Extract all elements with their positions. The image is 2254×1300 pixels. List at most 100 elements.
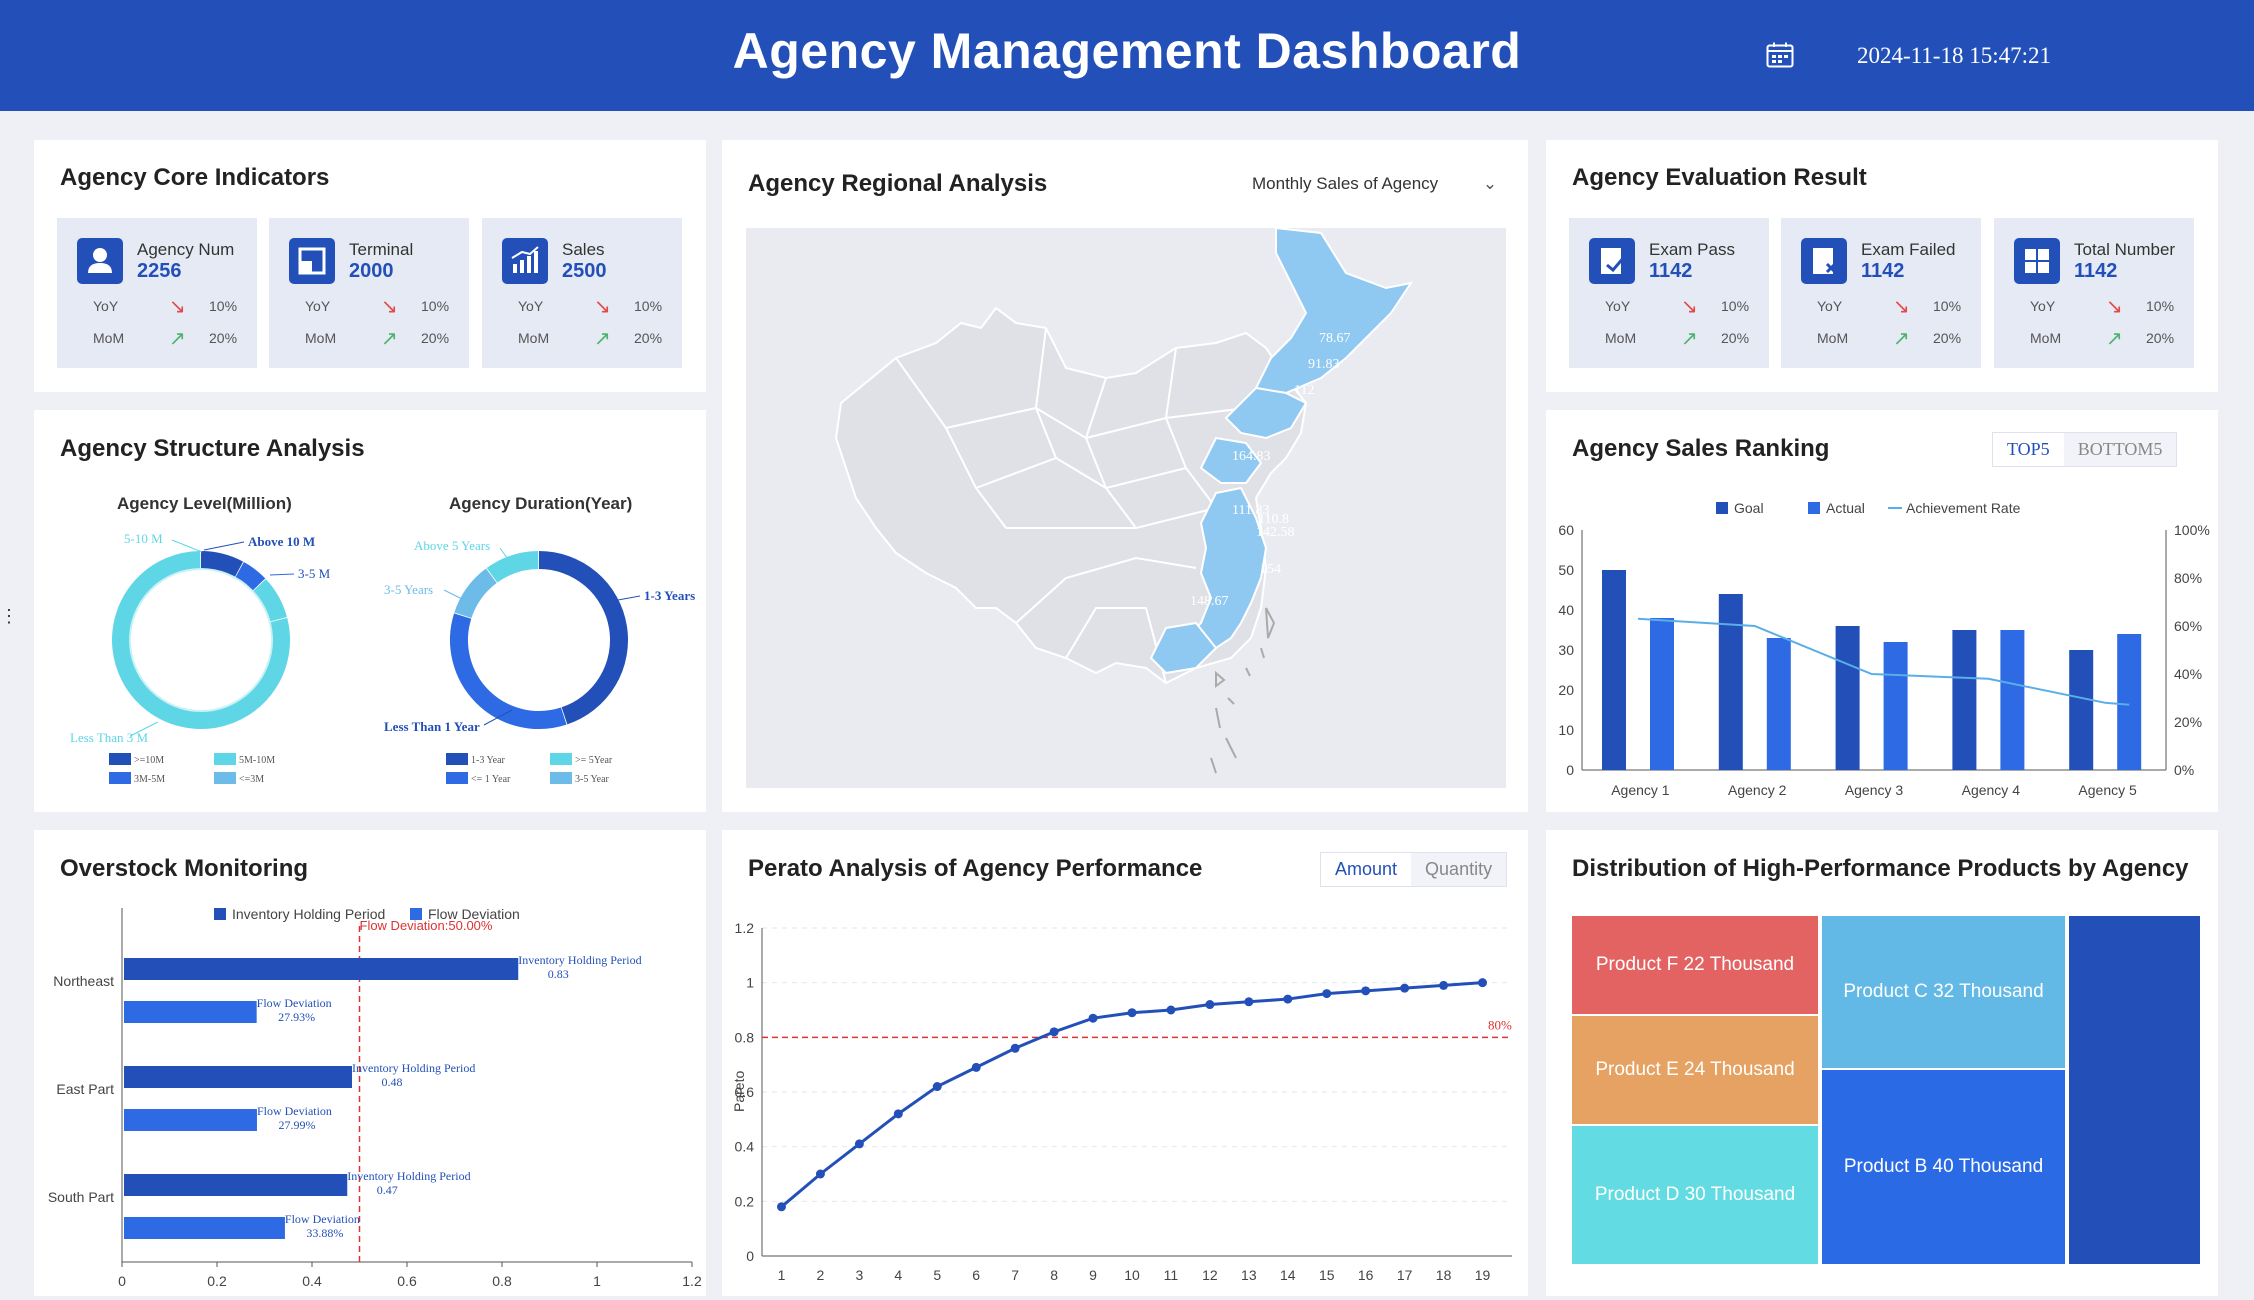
- bar-value-label: 27.93%: [278, 1010, 315, 1024]
- legend-swatch: [1808, 502, 1820, 514]
- kpi-value: 2000: [349, 260, 394, 282]
- legend-label: 3M-5M: [134, 774, 165, 785]
- arrow-down-icon: ↘: [381, 296, 398, 318]
- regional-analysis-title: Agency Regional Analysis: [748, 170, 1048, 197]
- y2-tick-label: 0%: [2174, 762, 2194, 778]
- x-tick-label: Agency 4: [1962, 782, 2021, 798]
- treemap-cell-unlabeled[interactable]: [2069, 916, 2200, 1264]
- bar-series-label: Flow Deviation: [257, 1104, 332, 1118]
- x-tick-label: 0: [118, 1273, 126, 1289]
- mom-value: 20%: [421, 330, 450, 346]
- mom-value: 20%: [1721, 330, 1750, 346]
- pareto-toggle: Amount Quantity: [1320, 852, 1508, 887]
- kpi-value: 2500: [562, 260, 607, 282]
- bar-goal: [1952, 630, 1977, 770]
- map-value-label: 154: [1260, 562, 1281, 577]
- x-tick-label: 19: [1475, 1267, 1491, 1283]
- metric-dropdown[interactable]: Monthly Sales of Agency ⌄: [1252, 174, 1497, 194]
- donut-segment: [200, 551, 244, 578]
- kpi-label: Total Number: [2074, 240, 2176, 259]
- mom-label: MoM: [518, 330, 550, 346]
- donut-segment: [234, 562, 266, 592]
- x-tick-label: 18: [1436, 1267, 1452, 1283]
- kpi-card-terminal: Terminal 2000 YoY ↘ 10% MoM ↗ 20%: [269, 218, 469, 368]
- arrow-down-icon: ↘: [2106, 296, 2123, 318]
- arrow-up-icon: ↗: [169, 328, 186, 350]
- sales-ranking-title: Agency Sales Ranking: [1572, 435, 1830, 462]
- tab-amount[interactable]: Amount: [1321, 853, 1412, 886]
- legend-label: 5M-10M: [239, 755, 275, 766]
- leader-line: [203, 541, 245, 551]
- terminal-icon: [289, 238, 335, 284]
- distribution-panel: Distribution of High-Performance Product…: [1546, 830, 2218, 1296]
- tab-top5[interactable]: TOP5: [1993, 433, 2064, 466]
- arrow-up-icon: ↗: [1893, 328, 1910, 350]
- mom-value: 20%: [209, 330, 238, 346]
- treemap-label: Product B 40 Thousand: [1843, 1156, 2044, 1177]
- treemap-label: Product C 32 Thousand: [1843, 981, 2044, 1002]
- x-tick-label: 15: [1319, 1267, 1335, 1283]
- kpi-value: 2256: [137, 260, 182, 282]
- kpi-value: 1142: [2074, 260, 2118, 282]
- grid-icon: [2014, 238, 2060, 284]
- evaluation-title: Agency Evaluation Result: [1572, 164, 1867, 191]
- yoy-value: 10%: [421, 298, 450, 314]
- bar-goal: [2069, 650, 2094, 770]
- legend-swatch: [214, 772, 236, 784]
- data-point: [1088, 1013, 1098, 1023]
- y-tick-label: 50: [1558, 562, 1574, 578]
- distribution-title: Distribution of High-Performance Product…: [1572, 855, 2189, 882]
- x-tick-label: 5: [933, 1267, 941, 1283]
- tab-quantity[interactable]: Quantity: [1425, 859, 1493, 879]
- legend-swatch: [1716, 502, 1728, 514]
- drag-handle-icon[interactable]: ⋮: [0, 606, 18, 626]
- chart-label: Less Than 1 Year: [384, 719, 480, 734]
- treemap-cell-product-c[interactable]: Product C 32 Thousand: [1822, 916, 2065, 1068]
- mom-label: MoM: [93, 330, 125, 346]
- leader-line: [129, 721, 159, 737]
- bar-series-label: Inventory Holding Period: [352, 1061, 475, 1075]
- legend-label: Inventory Holding Period: [232, 906, 385, 922]
- map-value-label: 148.67: [1190, 594, 1229, 609]
- y-tick-label: 60: [1558, 522, 1574, 538]
- mom-value: 20%: [1933, 330, 1962, 346]
- y-tick-label: 0.2: [735, 1193, 755, 1209]
- bar-series-label: Inventory Holding Period: [518, 953, 641, 967]
- mom-label: MoM: [305, 330, 337, 346]
- mom-label: MoM: [2030, 330, 2062, 346]
- chevron-down-icon: ⌄: [1482, 174, 1498, 193]
- treemap-cell-product-f[interactable]: Product F 22 Thousand: [1572, 916, 1818, 1014]
- donut-charts: Above 10 M 3-5 M 5-10 M Less Than 3 M 1-3 Ye…: [70, 531, 695, 785]
- treemap-cell-product-d[interactable]: Product D 30 Thousand: [1572, 1126, 1818, 1264]
- legend-label: Goal: [1734, 500, 1764, 516]
- treemap-label: Product E 24 Thousand: [1595, 1059, 1795, 1080]
- map-value-label: 110.8: [1258, 512, 1289, 527]
- treemap-cell-product-e[interactable]: Product E 24 Thousand: [1572, 1016, 1818, 1124]
- legend-label: <= 1 Year: [471, 774, 511, 785]
- x-tick-label: 11: [1164, 1267, 1179, 1283]
- y-tick-label: 0: [1566, 762, 1574, 778]
- x-tick-label: 14: [1280, 1267, 1296, 1283]
- yoy-label: YoY: [2030, 298, 2056, 314]
- bar-series-label: Flow Deviation: [285, 1212, 360, 1226]
- level-chart-title: Agency Level(Million): [117, 494, 292, 513]
- map-region-guangdong: [1149, 621, 1218, 675]
- leader-line: [483, 709, 513, 726]
- data-point: [854, 1139, 864, 1149]
- overstock-chart: 0 0.2 0.4 0.6 0.8 1 1.2 Inventory Holding Perio…: [48, 906, 702, 1289]
- china-map[interactable]: 78.67 91.83 112 164.83 111.83 110.8 142.…: [746, 228, 1506, 788]
- x-tick-label: Agency 5: [2078, 782, 2137, 798]
- sales-ranking-panel: Agency Sales Ranking TOP5 BOTTOM5 0 10 20 30…: [1546, 410, 2218, 812]
- calendar-icon[interactable]: [1766, 42, 1794, 68]
- bar-value-label: 27.99%: [278, 1118, 315, 1132]
- bar-goal: [1602, 570, 1626, 770]
- treemap-cell-product-b[interactable]: Product B 40 Thousand: [1822, 1070, 2065, 1264]
- y-tick-label: 0.6: [735, 1084, 755, 1100]
- legend-swatch: [550, 772, 572, 784]
- y-tick-label: 0: [746, 1248, 754, 1264]
- y2-tick-label: 20%: [2174, 714, 2202, 730]
- map-value-label: 111.83: [1232, 503, 1269, 518]
- donut-segment: [252, 579, 287, 622]
- tab-bottom5[interactable]: BOTTOM5: [2077, 439, 2163, 459]
